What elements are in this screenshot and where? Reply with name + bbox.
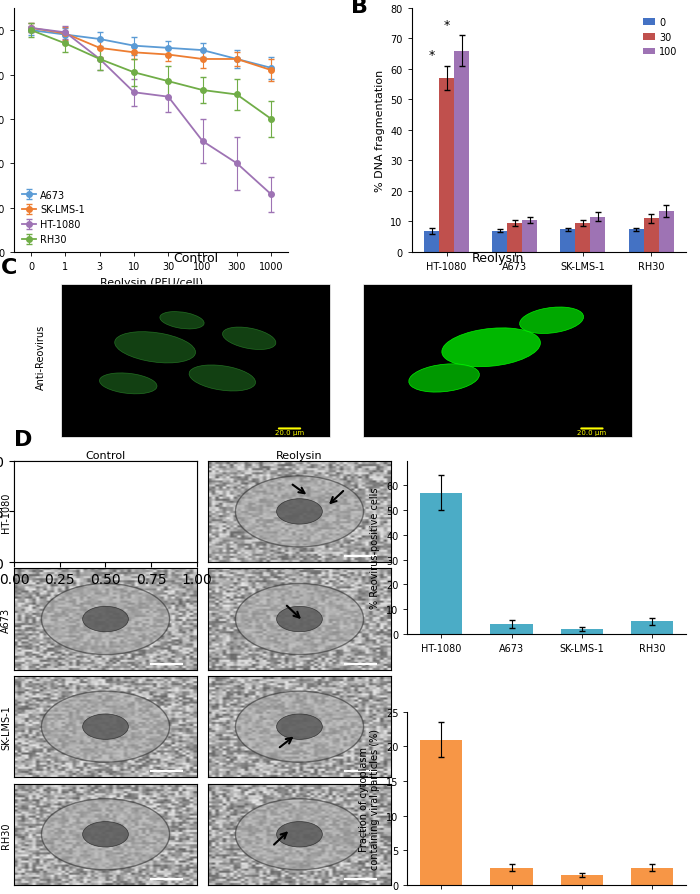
Text: HT-1080: HT-1080 — [475, 461, 521, 471]
Y-axis label: % Reovirus-positive cells: % Reovirus-positive cells — [370, 487, 380, 608]
Title: Control: Control — [85, 451, 125, 460]
Y-axis label: HT-1080: HT-1080 — [1, 492, 11, 532]
Bar — [643, 219, 659, 253]
Y-axis label: A673: A673 — [1, 607, 11, 632]
Text: Anti-Reovirus: Anti-Reovirus — [36, 325, 46, 390]
Ellipse shape — [115, 333, 195, 364]
Bar — [561, 230, 575, 253]
Ellipse shape — [83, 714, 128, 739]
Ellipse shape — [235, 691, 363, 763]
Ellipse shape — [160, 312, 204, 330]
Bar — [363, 285, 632, 438]
Ellipse shape — [276, 499, 323, 525]
Text: *: * — [428, 49, 435, 63]
Ellipse shape — [235, 799, 363, 870]
Ellipse shape — [41, 584, 169, 654]
Ellipse shape — [409, 365, 480, 392]
Bar — [561, 629, 603, 634]
Bar — [590, 217, 606, 253]
Bar — [491, 624, 533, 634]
Text: B: B — [351, 0, 368, 17]
Ellipse shape — [83, 499, 128, 525]
Text: C: C — [1, 257, 17, 278]
Bar — [454, 52, 469, 253]
Ellipse shape — [223, 328, 276, 350]
Y-axis label: Fraction of cytoplasm
containing viral particles (%): Fraction of cytoplasm containing viral p… — [358, 728, 380, 869]
Bar — [631, 622, 673, 634]
Bar — [420, 493, 462, 634]
Ellipse shape — [83, 607, 128, 632]
X-axis label: Reolysin (PFU/cell): Reolysin (PFU/cell) — [99, 277, 203, 287]
Bar — [659, 212, 673, 253]
Ellipse shape — [99, 374, 157, 394]
Text: Control: Control — [173, 252, 218, 265]
Legend: 0, 30, 100: 0, 30, 100 — [639, 13, 681, 62]
Ellipse shape — [41, 477, 169, 547]
Bar — [631, 868, 673, 885]
Ellipse shape — [41, 799, 169, 870]
Title: Reolysin: Reolysin — [276, 451, 323, 460]
Bar — [424, 232, 439, 253]
Ellipse shape — [276, 822, 323, 847]
Ellipse shape — [276, 714, 323, 739]
Text: *: * — [444, 19, 450, 32]
Ellipse shape — [442, 328, 540, 367]
Text: 20.0 μm: 20.0 μm — [275, 429, 304, 435]
Bar — [522, 221, 538, 253]
Ellipse shape — [189, 366, 256, 392]
Bar — [420, 739, 462, 885]
Y-axis label: % DNA fragmentation: % DNA fragmentation — [374, 70, 385, 192]
Bar — [508, 224, 522, 253]
Ellipse shape — [83, 822, 128, 847]
Text: D: D — [14, 429, 32, 449]
Ellipse shape — [235, 584, 363, 654]
Bar — [492, 232, 508, 253]
Bar — [629, 230, 643, 253]
Legend: A673, SK-LMS-1, HT-1080, RH30: A673, SK-LMS-1, HT-1080, RH30 — [19, 188, 88, 248]
Ellipse shape — [235, 477, 363, 547]
Bar — [439, 79, 454, 253]
Ellipse shape — [276, 607, 323, 632]
Ellipse shape — [41, 691, 169, 763]
Y-axis label: SK-LMS-1: SK-LMS-1 — [1, 704, 11, 749]
Text: 20.0 μm: 20.0 μm — [578, 429, 606, 435]
Bar — [561, 874, 603, 885]
Bar — [61, 285, 330, 438]
Ellipse shape — [519, 308, 584, 334]
Bar — [491, 868, 533, 885]
Text: Reolysin: Reolysin — [472, 252, 524, 265]
Y-axis label: RH30: RH30 — [1, 821, 11, 848]
Bar — [575, 224, 590, 253]
